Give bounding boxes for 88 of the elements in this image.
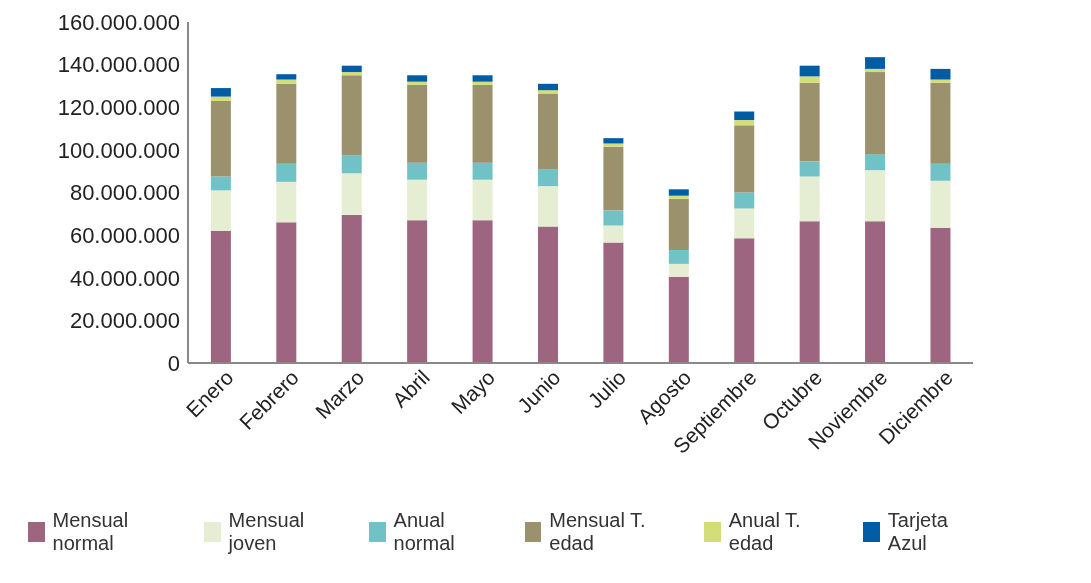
bar [276, 181, 297, 223]
bar [210, 190, 231, 231]
bar [537, 169, 558, 187]
bar [341, 214, 362, 363]
bar [865, 72, 886, 155]
y-tick-label: 120.000.000 [57, 95, 180, 121]
y-tick-label: 160.000.000 [57, 9, 180, 35]
bar [668, 189, 689, 196]
bar [668, 276, 689, 363]
y-tick-label: 100.000.000 [57, 137, 180, 163]
bar [341, 75, 362, 156]
bar [210, 100, 231, 177]
bar [407, 162, 428, 180]
legend-label: Mensual joven [227, 509, 306, 555]
bar [341, 72, 362, 76]
bar [734, 208, 755, 239]
bar [407, 220, 428, 363]
bar [276, 79, 297, 84]
bar [276, 83, 297, 164]
bar [734, 238, 755, 363]
bar [472, 81, 493, 85]
bar [603, 138, 624, 144]
bar [603, 242, 624, 363]
bar [930, 163, 951, 181]
bar [210, 88, 231, 97]
bar [799, 221, 820, 363]
bar [603, 225, 624, 243]
bar [668, 263, 689, 277]
bar [799, 161, 820, 177]
y-tick-label: 80.000.000 [69, 180, 180, 206]
legend-label: Anual normal [392, 509, 456, 555]
y-tick-label: 140.000.000 [57, 52, 180, 78]
bar [799, 65, 820, 77]
bar [407, 81, 428, 85]
bar [341, 173, 362, 215]
bar [472, 75, 493, 82]
bar [472, 179, 493, 221]
bar [734, 111, 755, 121]
bar [603, 210, 624, 226]
legend-label: Mensual T. edad [548, 509, 647, 555]
bar [668, 195, 689, 199]
bar [930, 180, 951, 228]
bar [799, 176, 820, 222]
bar [407, 84, 428, 163]
y-tick-label: 20.000.000 [69, 308, 180, 334]
bar [407, 179, 428, 221]
legend-label: Mensual normal [51, 509, 130, 555]
bar [472, 162, 493, 180]
y-tick-label: 60.000.000 [69, 222, 180, 248]
bar [865, 221, 886, 363]
bar [210, 230, 231, 363]
bar [537, 93, 558, 170]
bar [865, 154, 886, 171]
bar [210, 96, 231, 101]
bar [341, 155, 362, 174]
bar [407, 75, 428, 82]
bar [603, 146, 624, 211]
legend-label: Anual T. edad [727, 509, 802, 555]
bar [865, 68, 886, 73]
bar [210, 176, 231, 191]
legend-label: Tarjeta Azul [886, 509, 949, 555]
bar [799, 76, 820, 83]
bar [865, 57, 886, 69]
x-tick-label: Julio [583, 365, 631, 413]
bar [276, 222, 297, 363]
bar [537, 226, 558, 363]
bar [603, 143, 624, 147]
y-tick-label: 40.000.000 [69, 265, 180, 291]
bar [537, 90, 558, 94]
bar [865, 170, 886, 222]
bar [537, 83, 558, 91]
bar [472, 220, 493, 363]
bar [930, 68, 951, 80]
bar [930, 82, 951, 164]
y-tick-label: 0 [167, 350, 180, 376]
bar [930, 79, 951, 83]
bar [734, 192, 755, 209]
bar [799, 82, 820, 162]
bar [276, 74, 297, 80]
bar [537, 186, 558, 227]
bar [734, 125, 755, 193]
bar [472, 84, 493, 163]
bar [341, 65, 362, 73]
bar [276, 163, 297, 182]
bar [668, 250, 689, 264]
bar [930, 227, 951, 363]
bar [734, 120, 755, 126]
bar [668, 198, 689, 251]
